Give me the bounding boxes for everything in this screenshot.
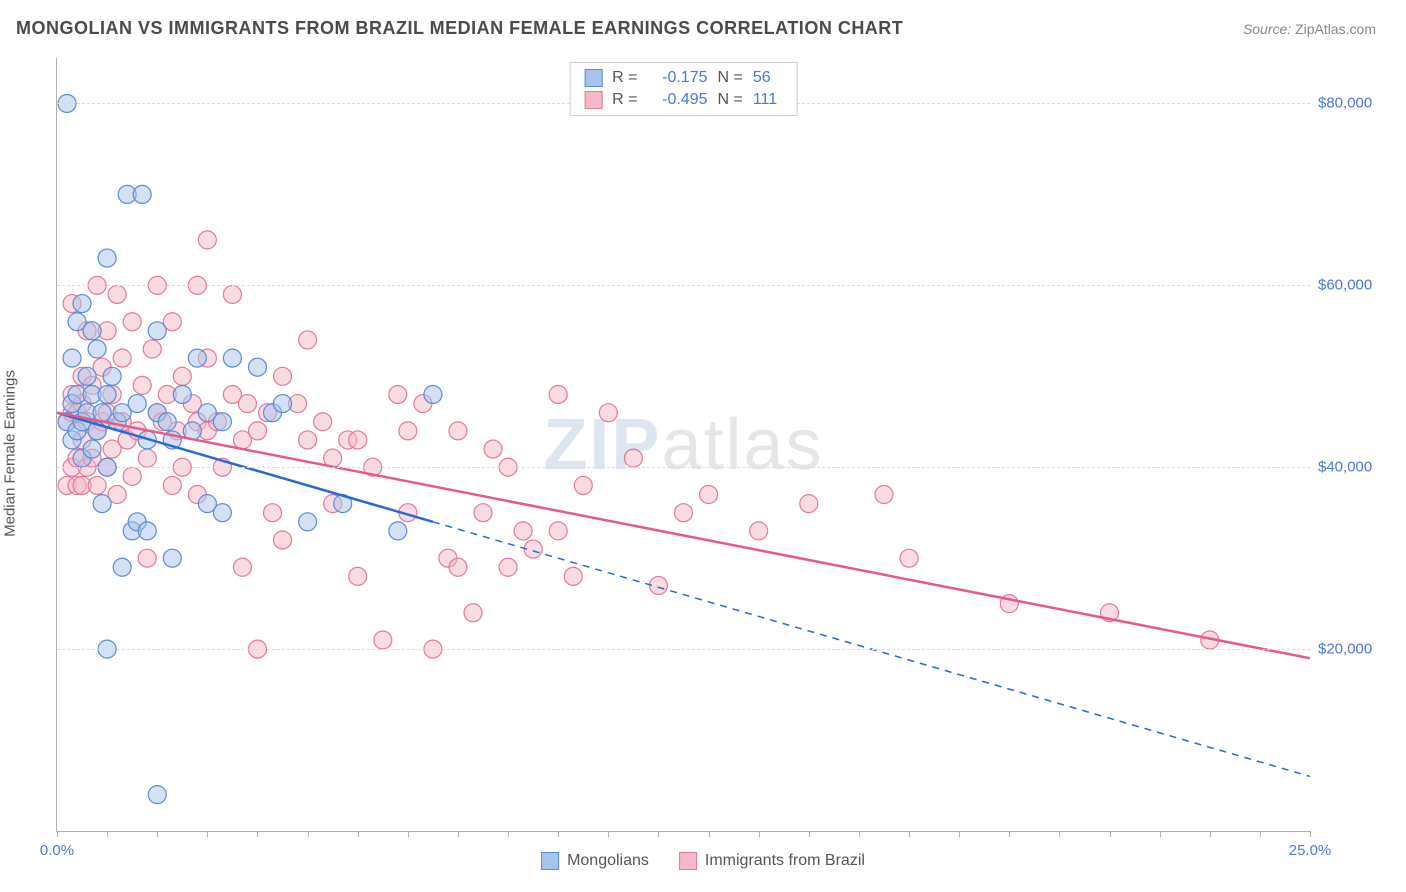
- legend-label: Immigrants from Brazil: [705, 852, 865, 870]
- r-value: -0.175: [648, 69, 708, 87]
- legend-item: Immigrants from Brazil: [679, 852, 865, 870]
- chart-container: Median Female Earnings ZIPatlas R = -0.1…: [16, 58, 1390, 832]
- r-value: -0.495: [648, 91, 708, 109]
- chart-title: MONGOLIAN VS IMMIGRANTS FROM BRAZIL MEDI…: [16, 18, 903, 39]
- legend-label: Mongolians: [567, 852, 649, 870]
- stats-legend-row: R = -0.495 N = 111: [584, 89, 783, 111]
- y-tick-label: $60,000: [1318, 277, 1388, 294]
- source-attribution: Source: ZipAtlas.com: [1243, 21, 1376, 37]
- x-tick-label: 25.0%: [1289, 842, 1332, 859]
- swatch-icon: [584, 91, 602, 109]
- n-value: 111: [753, 91, 783, 109]
- swatch-icon: [584, 69, 602, 87]
- stats-legend-row: R = -0.175 N = 56: [584, 67, 783, 89]
- y-tick-label: $80,000: [1318, 95, 1388, 112]
- stats-legend: R = -0.175 N = 56 R = -0.495 N = 111: [569, 62, 798, 116]
- y-axis-label: Median Female Earnings: [2, 370, 19, 537]
- y-tick-label: $20,000: [1318, 641, 1388, 658]
- plot-area: ZIPatlas R = -0.175 N = 56 R = -0.495 N …: [56, 58, 1310, 832]
- swatch-icon: [679, 852, 697, 870]
- scatter-plot: [57, 58, 1310, 831]
- x-tick-label: 0.0%: [40, 842, 74, 859]
- n-value: 56: [753, 69, 783, 87]
- legend-item: Mongolians: [541, 852, 649, 870]
- y-tick-label: $40,000: [1318, 459, 1388, 476]
- swatch-icon: [541, 852, 559, 870]
- series-legend: Mongolians Immigrants from Brazil: [541, 852, 865, 870]
